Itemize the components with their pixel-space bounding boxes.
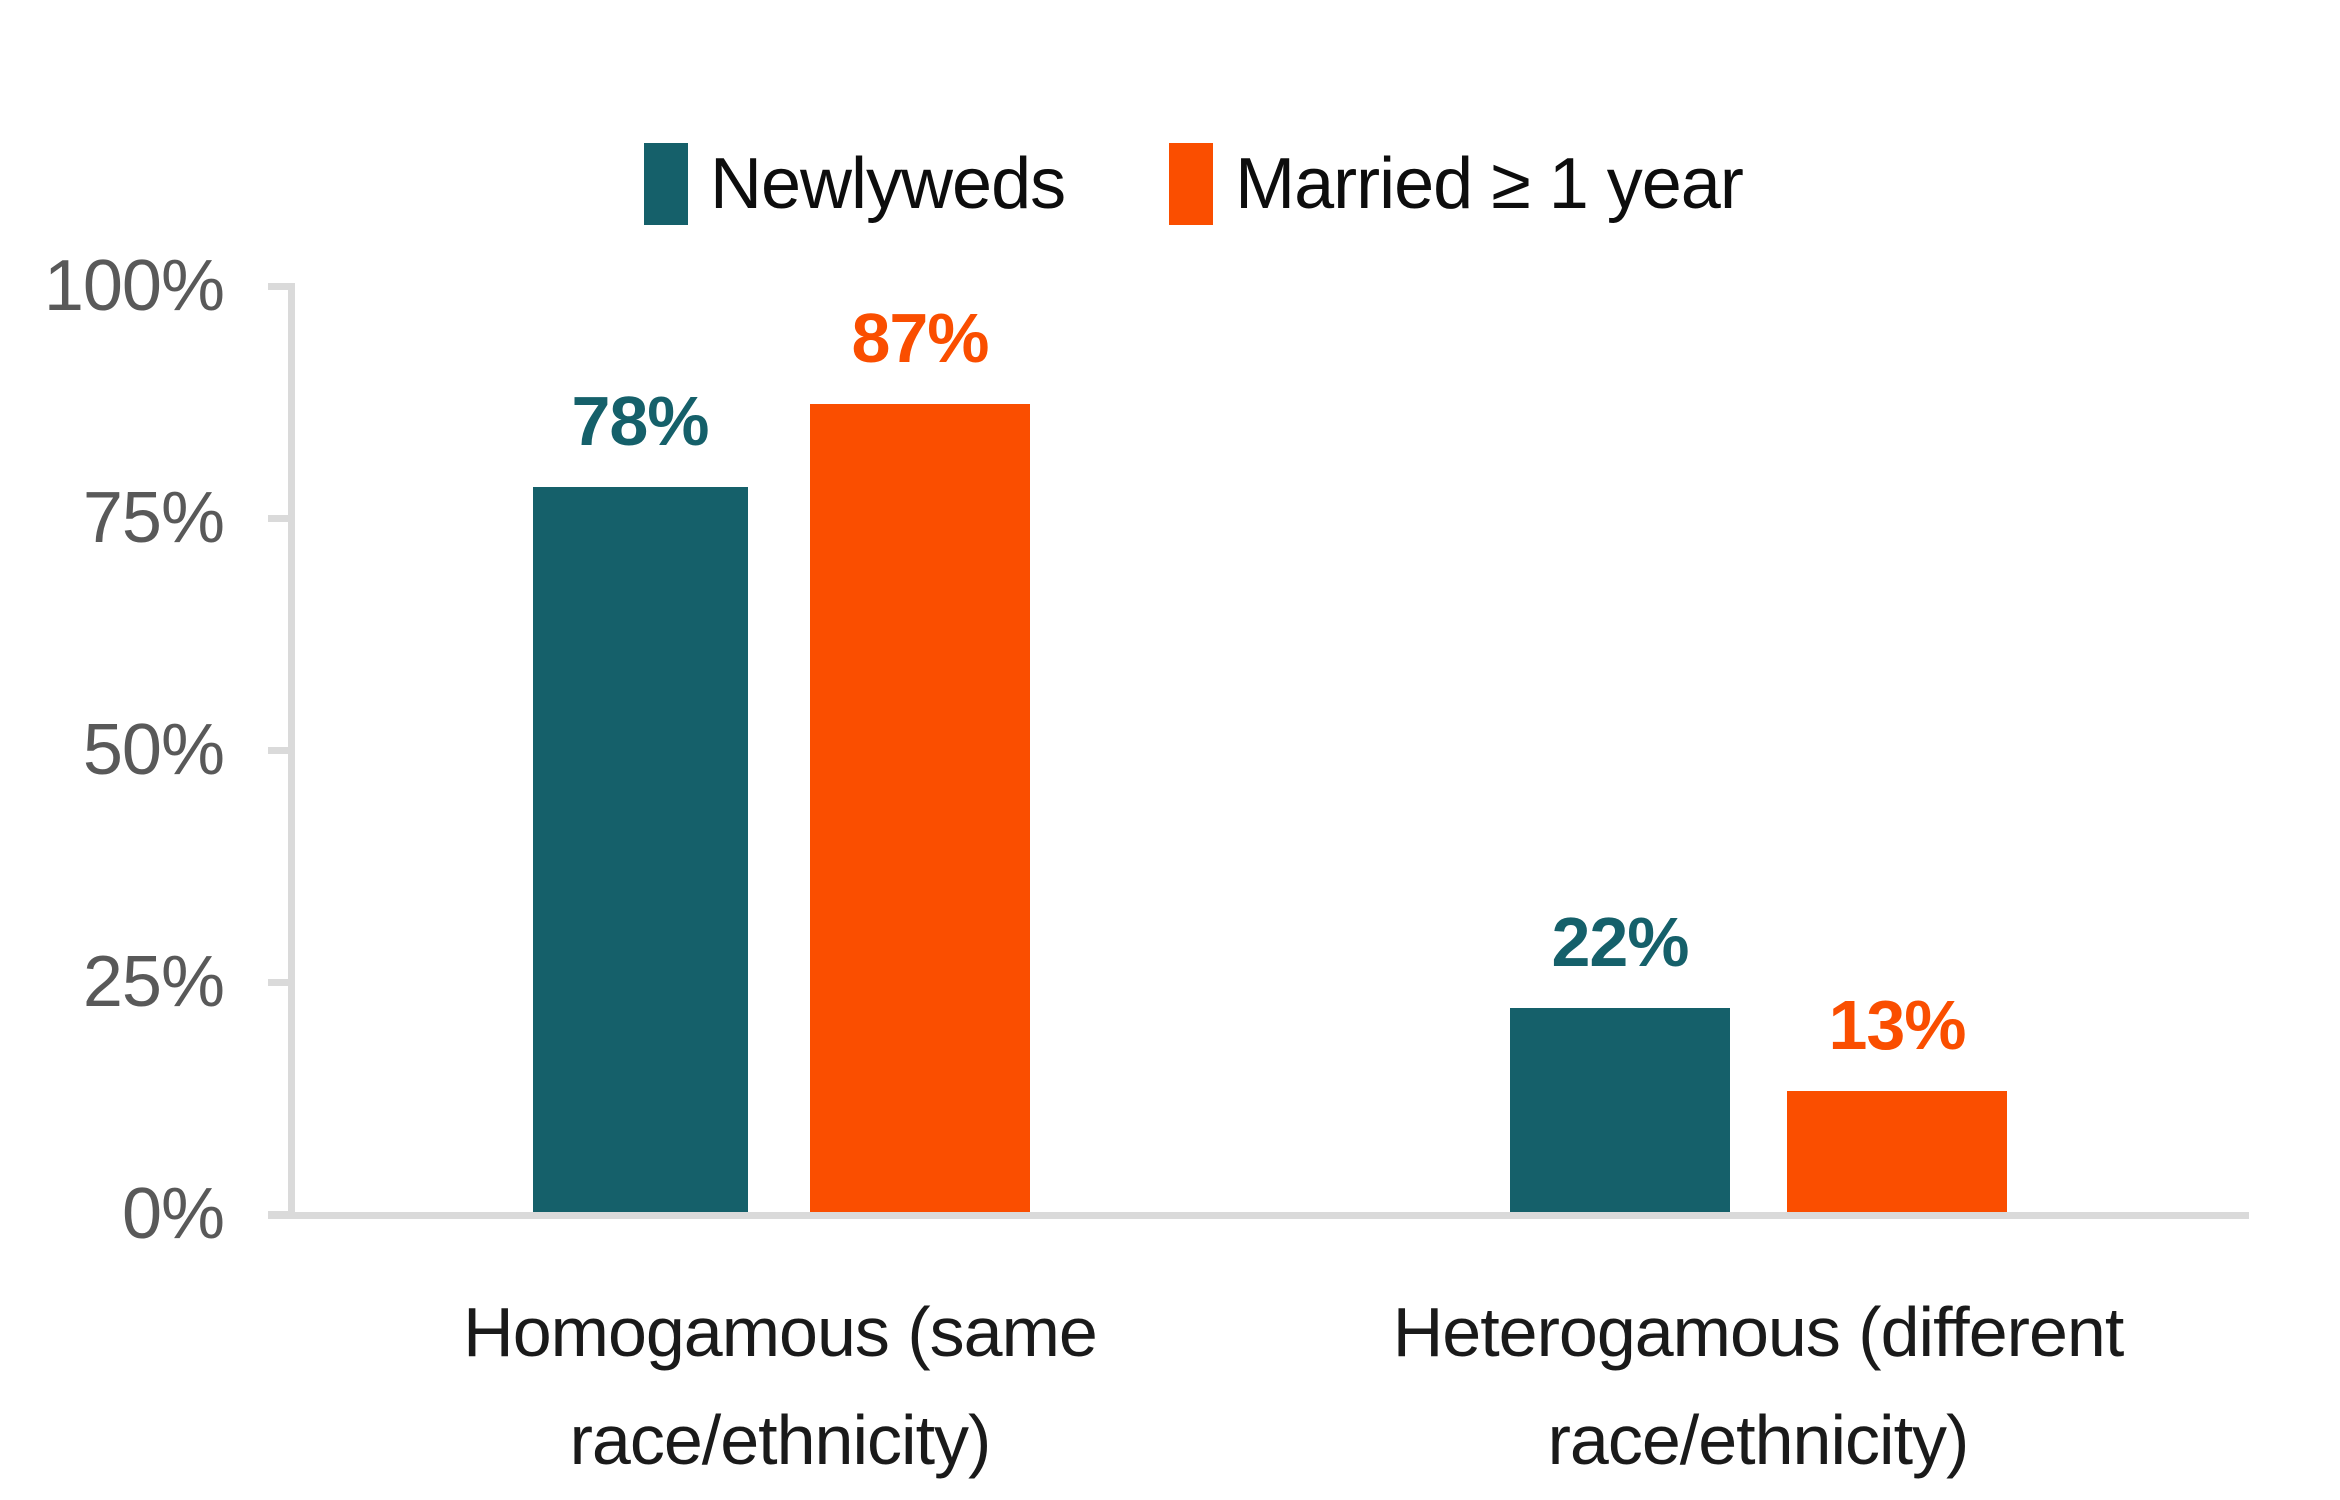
bar-married-homogamous [810,404,1030,1212]
ytick-25: 25% [82,942,225,1022]
legend: Newlyweds Married ≥ 1 year [644,143,1744,225]
data-label-newlyweds-homogamous: 78% [571,382,709,460]
category-label-heterogamous: Heterogamous (different race/ethnicity) [1392,1293,2125,1479]
ytick-50: 50% [82,710,225,790]
legend-item-newlyweds: Newlyweds [644,143,1066,225]
data-label-newlyweds-heterogamous: 22% [1551,903,1689,981]
tick-75 [268,515,290,522]
y-axis-line [288,283,295,1219]
bar-newlyweds-homogamous [533,487,748,1212]
tick-50 [268,747,290,754]
x-axis-baseline [268,1212,2249,1219]
tick-25 [268,979,290,986]
ytick-100: 100% [43,246,225,326]
legend-label-newlyweds: Newlyweds [710,144,1066,224]
tick-100 [268,283,290,290]
ytick-75: 75% [82,478,225,558]
legend-swatch-newlyweds [644,143,688,225]
legend-swatch-married [1169,143,1214,225]
data-label-married-heterogamous: 13% [1828,986,1966,1064]
bar-married-heterogamous [1787,1091,2007,1212]
legend-item-married: Married ≥ 1 year [1169,143,1744,225]
category-label-homogamous: Homogamous (same race/ethnicity) [463,1293,1098,1479]
data-label-married-homogamous: 87% [851,299,989,377]
bar-newlyweds-heterogamous [1510,1008,1730,1212]
legend-label-married: Married ≥ 1 year [1235,144,1744,224]
ytick-0: 0% [121,1174,225,1254]
